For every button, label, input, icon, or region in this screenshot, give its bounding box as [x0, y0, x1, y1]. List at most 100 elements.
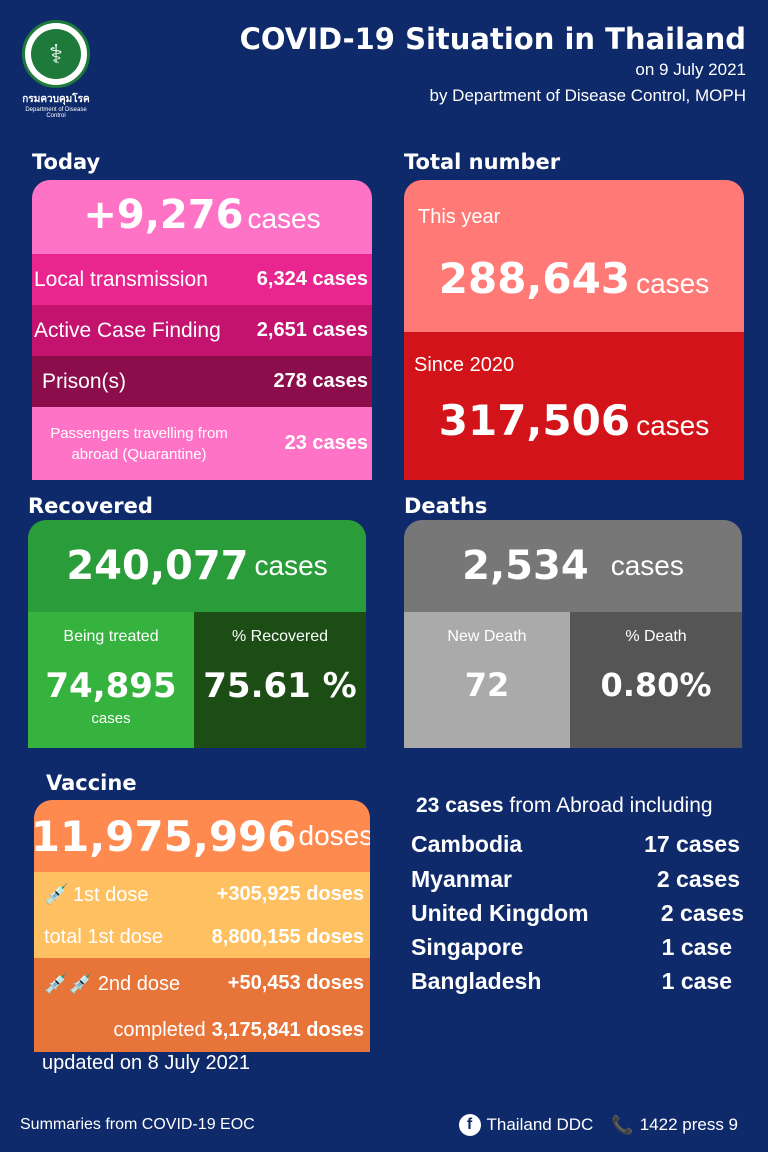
this-year-total: 288,643 cases: [404, 254, 744, 303]
phone-icon: 📞: [611, 1114, 634, 1135]
second-dose-label: 2nd dose: [97, 972, 181, 995]
being-treated-cell: Being treated 74,895 cases: [28, 612, 194, 748]
completed-label: completed: [113, 1018, 206, 1041]
country-cases: 17 cases: [644, 831, 740, 857]
logo-emblem: ⚕: [22, 20, 90, 88]
total-first-dose-label: total 1st dose: [44, 925, 163, 948]
country-row: United Kingdom 2 cases: [411, 900, 746, 927]
pct-death-label: % Death: [625, 628, 687, 645]
total-card: This year 288,643 cases Since 2020 317,5…: [404, 180, 744, 480]
deaths-total: 2,534 cases: [404, 520, 742, 612]
country-name: United Kingdom: [411, 900, 589, 926]
this-year-label: This year: [418, 206, 501, 228]
vaccine-heading: Vaccine: [46, 771, 137, 795]
being-treated-value: 74,895: [45, 666, 177, 706]
since-2020-unit: cases: [636, 410, 710, 441]
pct-recovered-value: 75.61 %: [203, 666, 357, 706]
today-heading: Today: [32, 150, 101, 174]
row-label: Prison(s): [42, 369, 127, 393]
recovered-unit: cases: [254, 550, 328, 581]
deaths-breakdown: New Death 72 % Death 0.80%: [404, 612, 742, 748]
ddc-logo: ⚕ กรมควบคุมโรค Department of Disease Con…: [18, 20, 94, 119]
total-first-dose-row: total 1st dose 8,800,155 doses: [34, 916, 370, 958]
row-label: Local transmission: [34, 267, 208, 291]
this-year-value: 288,643: [438, 254, 631, 303]
country-row: Myanmar 2 cases: [411, 866, 746, 893]
vaccine-total: 11,975,996 doses: [34, 800, 370, 872]
abroad-suffix: from Abroad including: [503, 794, 713, 817]
country-cases: 2 cases: [660, 900, 744, 926]
new-death-value: 72: [464, 666, 510, 704]
first-dose-value: +305,925 doses: [216, 882, 364, 905]
footer-contacts: f Thailand DDC 📞 1422 press 9: [458, 1114, 738, 1136]
country-row: Cambodia 17 cases: [411, 831, 746, 858]
second-dose-row: 💉💉 2nd dose +50,453 doses: [34, 958, 370, 1008]
today-row-acf: Active Case Finding 2,651 cases: [32, 305, 372, 356]
country-name: Myanmar: [411, 866, 512, 892]
row-value: 6,324 cases: [256, 268, 368, 290]
recovered-heading: Recovered: [28, 494, 153, 518]
caduceus-icon: ⚕: [31, 29, 81, 79]
recovered-card: 240,077 cases Being treated 74,895 cases…: [28, 520, 366, 748]
abroad-heading: 23 cases from Abroad including: [416, 794, 713, 818]
being-treated-unit: cases: [91, 710, 131, 727]
completed-value: 3,175,841 doses: [211, 1018, 364, 1041]
vaccine-total-unit: doses: [298, 820, 371, 851]
row-value: 23 cases: [284, 432, 368, 454]
hotline-number: 1422 press 9: [639, 1115, 738, 1134]
first-dose-row: 💉 1st dose +305,925 doses: [34, 872, 370, 916]
syringe-icon: 💉: [44, 883, 69, 906]
country-cases: 1 case: [661, 968, 732, 994]
first-dose-label: 1st dose: [72, 883, 149, 906]
new-death-label: New Death: [447, 628, 527, 645]
country-cases: 1 case: [661, 934, 732, 960]
completed-row: completed 3,175,841 doses: [34, 1008, 370, 1052]
deaths-heading: Deaths: [404, 494, 488, 518]
row-value: 278 cases: [273, 370, 368, 392]
vaccine-card: 11,975,996 doses 💉 1st dose +305,925 dose…: [34, 800, 370, 1052]
recovered-total: 240,077 cases: [28, 520, 366, 612]
today-card: +9,276 cases Local transmission 6,324 ca…: [32, 180, 372, 480]
new-death-cell: New Death 72: [404, 612, 570, 748]
country-cases: 2 cases: [656, 866, 740, 892]
since-2020-value: 317,506: [438, 396, 631, 445]
since-2020-total: 317,506 cases: [404, 396, 744, 445]
country-row: Bangladesh 1 case: [411, 968, 746, 995]
today-row-abroad: Passengers travelling from abroad (Quara…: [32, 407, 372, 480]
facebook-icon: f: [458, 1114, 481, 1136]
pct-death-value: 0.80%: [600, 666, 712, 704]
first-dose-label-wrap: 💉 1st dose: [44, 882, 149, 907]
second-dose-value: +50,453 doses: [227, 971, 364, 994]
deaths-unit: cases: [610, 550, 684, 581]
vaccine-total-value: 11,975,996: [34, 811, 297, 861]
pct-death-cell: % Death 0.80%: [570, 612, 742, 748]
total-heading: Total number: [404, 150, 561, 174]
this-year-unit: cases: [636, 268, 710, 299]
report-date: on 9 July 2021: [635, 60, 746, 79]
since-2020-panel: Since 2020 317,506 cases: [404, 332, 744, 480]
row-label: Active Case Finding: [34, 318, 221, 342]
vaccine-updated-note: updated on 8 July 2021: [42, 1052, 250, 1074]
total-first-dose-value: 8,800,155 doses: [211, 925, 364, 948]
this-year-panel: This year 288,643 cases: [404, 180, 744, 332]
country-name: Bangladesh: [411, 968, 542, 994]
footer-summary: Summaries from COVID-19 EOC: [20, 1116, 255, 1133]
deaths-value: 2,534: [462, 543, 589, 589]
being-treated-label: Being treated: [63, 628, 159, 645]
double-syringe-icon: 💉💉: [44, 972, 94, 995]
today-total-value: +9,276: [83, 192, 244, 238]
today-row-local: Local transmission 6,324 cases: [32, 254, 372, 305]
report-source: by Department of Disease Control, MOPH: [429, 86, 746, 105]
deaths-card: 2,534 cases New Death 72 % Death 0.80%: [404, 520, 742, 748]
abroad-count: 23 cases: [416, 794, 504, 817]
country-row: Singapore 1 case: [411, 934, 746, 961]
country-name: Cambodia: [411, 831, 523, 857]
row-value: 2,651 cases: [256, 319, 368, 341]
logo-text: กรมควบคุมโรค: [22, 94, 90, 105]
today-total-unit: cases: [247, 203, 321, 234]
facebook-page[interactable]: Thailand DDC: [486, 1115, 594, 1134]
pct-recovered-cell: % Recovered 75.61 %: [194, 612, 366, 748]
logo-subtext: Department of Disease Control: [25, 107, 87, 119]
row-label: Passengers travelling from abroad (Quara…: [50, 424, 228, 463]
today-total: +9,276 cases: [32, 180, 372, 254]
